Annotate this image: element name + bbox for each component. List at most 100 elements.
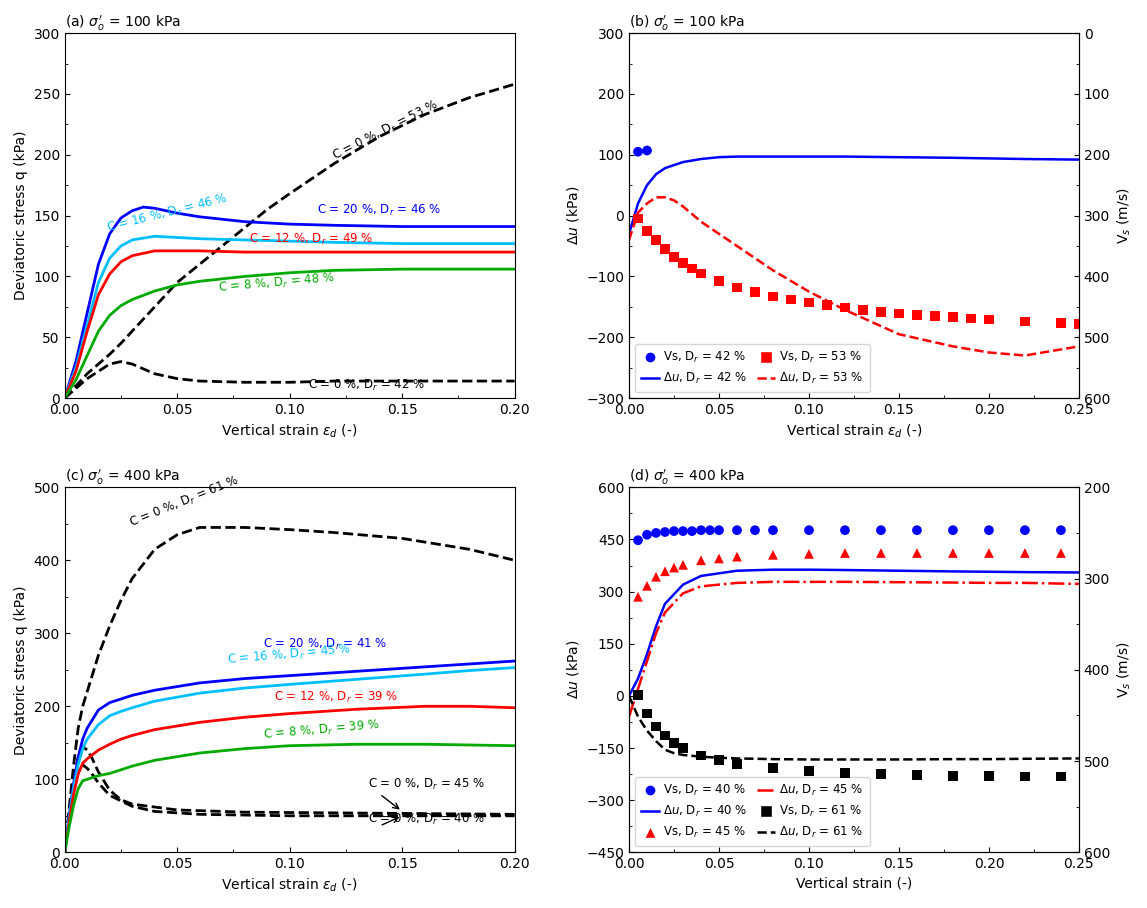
Point — [1016, 523, 1035, 538]
Point — [764, 523, 782, 538]
Point — [682, 524, 701, 538]
Point — [710, 551, 728, 566]
Point — [1016, 546, 1035, 560]
Point — [818, 298, 836, 312]
Point — [629, 144, 647, 159]
Y-axis label: Deviatoric stress q (kPa): Deviatoric stress q (kPa) — [14, 585, 28, 755]
Point — [701, 523, 719, 538]
Point — [673, 558, 692, 572]
Point — [944, 546, 962, 560]
Y-axis label: $\Delta u$ (kPa): $\Delta u$ (kPa) — [564, 186, 580, 245]
Point — [665, 524, 684, 538]
Point — [638, 528, 656, 542]
Point — [656, 525, 674, 539]
Point — [638, 706, 656, 721]
Text: C = 12 %, D$_r$ = 49 %: C = 12 %, D$_r$ = 49 % — [249, 232, 374, 247]
Legend: Vs, D$_r$ = 42 %, $\Delta u$, D$_r$ = 42 %, Vs, D$_r$ = 53 %, $\Delta u$, D$_r$ : Vs, D$_r$ = 42 %, $\Delta u$, D$_r$ = 42… — [635, 344, 869, 392]
Point — [1016, 769, 1035, 784]
Point — [980, 768, 998, 783]
Text: C = 0 %, D$_r$ = 40 %: C = 0 %, D$_r$ = 40 % — [368, 813, 485, 827]
Text: C = 16 %, D$_r$ = 45 %: C = 16 %, D$_r$ = 45 % — [227, 643, 352, 668]
Point — [746, 285, 764, 300]
Text: C = 0 %, D$_r$ = 53 %: C = 0 %, D$_r$ = 53 % — [330, 98, 440, 164]
Point — [764, 548, 782, 562]
Point — [1052, 316, 1070, 331]
Point — [836, 765, 855, 780]
Point — [692, 523, 710, 538]
Point — [890, 306, 908, 321]
Point — [629, 688, 647, 703]
Point — [799, 764, 818, 778]
Point — [962, 311, 981, 326]
Point — [647, 232, 665, 247]
Y-axis label: V$_s$ (m/s): V$_s$ (m/s) — [1116, 187, 1133, 244]
Point — [980, 523, 998, 538]
Text: C = 16 %, D$_r$ = 46 %: C = 16 %, D$_r$ = 46 % — [106, 192, 229, 236]
Point — [665, 735, 684, 750]
Point — [907, 767, 926, 782]
Point — [907, 308, 926, 322]
X-axis label: Vertical strain $\varepsilon_d$ (-): Vertical strain $\varepsilon_d$ (-) — [786, 422, 922, 439]
Point — [665, 250, 684, 264]
X-axis label: Vertical strain $\varepsilon_d$ (-): Vertical strain $\varepsilon_d$ (-) — [221, 422, 358, 439]
Text: C = 20 %, D$_r$ = 41 %: C = 20 %, D$_r$ = 41 % — [263, 637, 387, 652]
Point — [728, 549, 747, 564]
Point — [872, 766, 890, 781]
Point — [638, 578, 656, 593]
Text: (c) $\sigma^{\prime}_{o}$ = 400 kPa: (c) $\sigma^{\prime}_{o}$ = 400 kPa — [64, 469, 180, 488]
Point — [872, 523, 890, 538]
Point — [782, 292, 801, 307]
Point — [656, 242, 674, 256]
Point — [647, 569, 665, 584]
Point — [710, 274, 728, 289]
Point — [980, 312, 998, 327]
Point — [656, 728, 674, 743]
Point — [665, 560, 684, 575]
Point — [872, 304, 890, 319]
Point — [944, 768, 962, 783]
Point — [692, 748, 710, 763]
Point — [1052, 523, 1070, 538]
Point — [638, 223, 656, 238]
Point — [907, 523, 926, 538]
Point — [764, 290, 782, 304]
Point — [629, 533, 647, 548]
Point — [682, 262, 701, 276]
Y-axis label: Deviatoric stress q (kPa): Deviatoric stress q (kPa) — [14, 131, 28, 301]
Point — [692, 266, 710, 281]
Point — [647, 526, 665, 540]
Point — [799, 523, 818, 538]
X-axis label: Vertical strain (-): Vertical strain (-) — [796, 877, 912, 891]
Point — [872, 546, 890, 560]
Point — [656, 564, 674, 578]
Text: C = 12 %, D$_r$ = 39 %: C = 12 %, D$_r$ = 39 % — [274, 690, 398, 705]
Legend: Vs, D$_r$ = 40 %, $\Delta u$, D$_r$ = 40 %, Vs, D$_r$ = 45 %, $\Delta u$, D$_r$ : Vs, D$_r$ = 40 %, $\Delta u$, D$_r$ = 40… — [635, 777, 869, 846]
Point — [638, 143, 656, 158]
Point — [799, 547, 818, 561]
Point — [1052, 769, 1070, 784]
Y-axis label: $\Delta u$ (kPa): $\Delta u$ (kPa) — [564, 640, 580, 699]
Point — [710, 523, 728, 538]
Point — [647, 719, 665, 734]
Y-axis label: V$_s$ (m/s): V$_s$ (m/s) — [1116, 642, 1133, 698]
Point — [944, 523, 962, 538]
Point — [673, 524, 692, 538]
Point — [728, 523, 747, 538]
Text: C = 0 %, D$_r$ = 45 %: C = 0 %, D$_r$ = 45 % — [368, 777, 485, 793]
Text: C = 0 %, D$_r$ = 61 %: C = 0 %, D$_r$ = 61 % — [127, 473, 242, 531]
Point — [629, 212, 647, 226]
Point — [836, 523, 855, 538]
Point — [836, 301, 855, 315]
Point — [926, 309, 944, 323]
Text: C = 8 %, D$_r$ = 48 %: C = 8 %, D$_r$ = 48 % — [218, 271, 335, 296]
Text: (b) $\sigma^{\prime}_{o}$ = 100 kPa: (b) $\sigma^{\prime}_{o}$ = 100 kPa — [629, 14, 746, 33]
Point — [673, 741, 692, 755]
Point — [1052, 546, 1070, 560]
Point — [673, 256, 692, 271]
Point — [907, 546, 926, 560]
Point — [799, 295, 818, 310]
Point — [1016, 314, 1035, 329]
Point — [944, 310, 962, 324]
Point — [836, 546, 855, 560]
Text: C = 20 %, D$_r$ = 46 %: C = 20 %, D$_r$ = 46 % — [317, 202, 440, 218]
